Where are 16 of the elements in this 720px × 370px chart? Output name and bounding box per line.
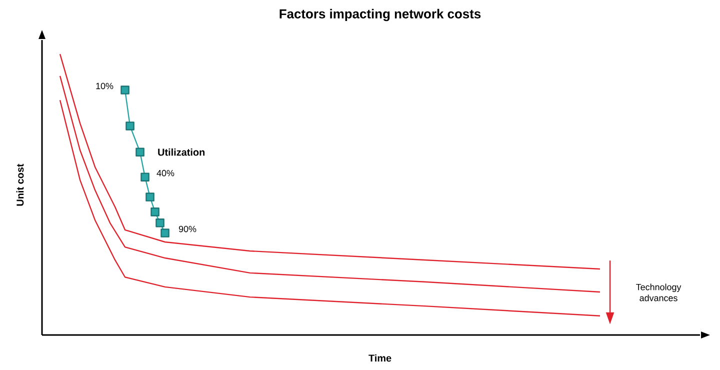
point — [136, 148, 144, 156]
y-axis-title: Unit cost — [16, 164, 24, 206]
point — [140, 172, 150, 182]
point — [120, 86, 130, 94]
annotation: 10% — [96, 82, 114, 90]
point — [150, 208, 160, 216]
text: Technology advances — [636, 284, 682, 302]
point — [156, 218, 164, 228]
point — [160, 228, 170, 238]
chart-title: Factors impacting network costs — [280, 8, 481, 22]
point — [146, 192, 154, 202]
annotation: 40% — [156, 170, 174, 176]
point — [126, 122, 134, 130]
annotation: 90% — [178, 226, 196, 232]
series-label: Utilization — [158, 148, 205, 156]
x-axis-title: Time — [368, 354, 392, 362]
